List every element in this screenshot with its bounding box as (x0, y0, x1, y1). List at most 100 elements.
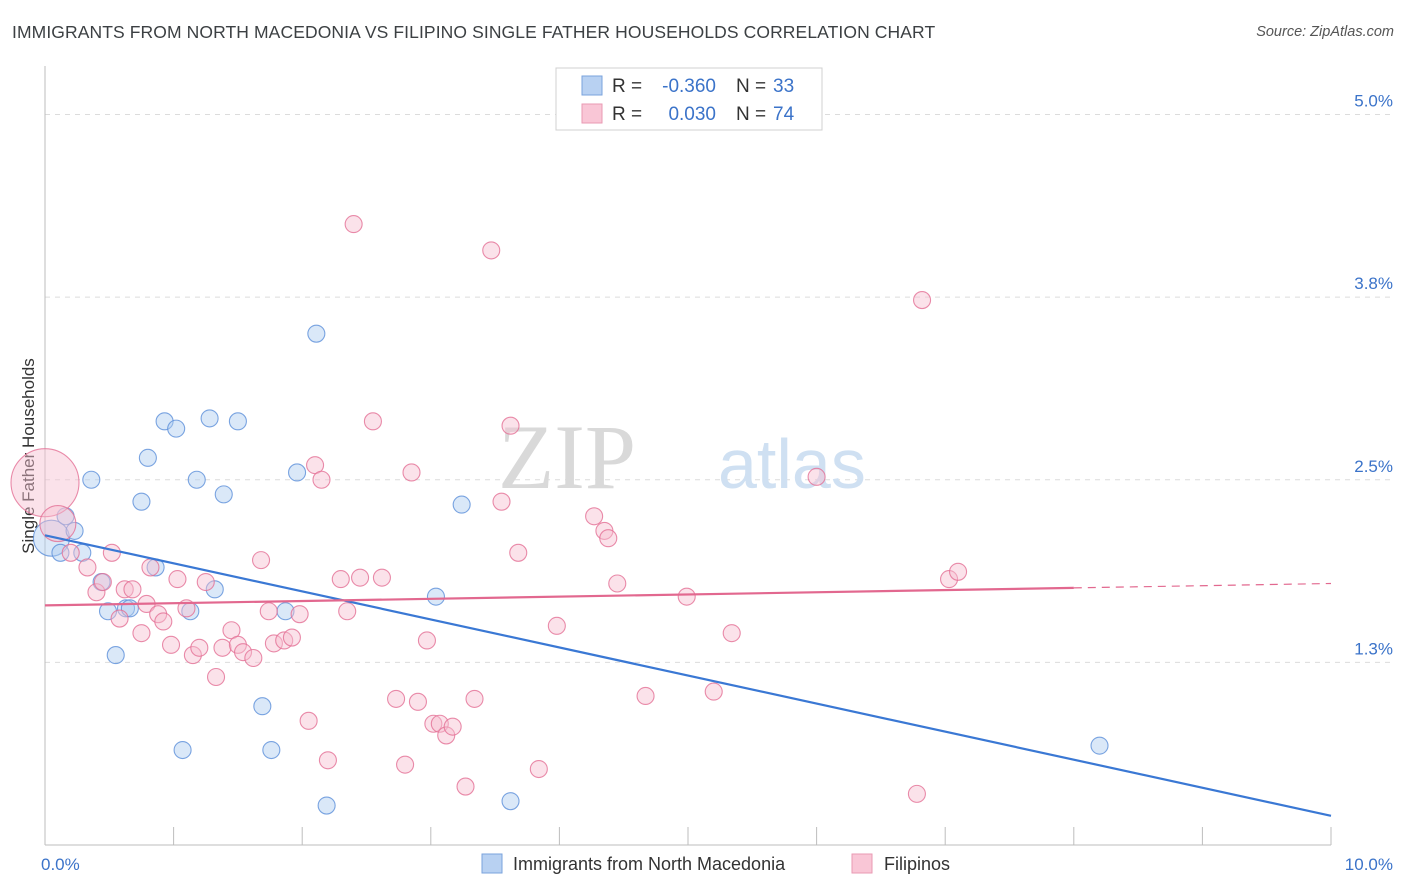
data-point (98, 602, 118, 621)
data-point (482, 241, 501, 260)
data-point (351, 568, 370, 587)
data-point (529, 759, 548, 779)
data-point (214, 485, 233, 504)
data-point (331, 570, 350, 589)
data-point (452, 495, 471, 514)
legend-swatch-pink (581, 103, 603, 124)
data-point (677, 587, 696, 606)
data-point (213, 638, 232, 657)
data-point (282, 628, 301, 647)
data-points (10, 215, 1109, 815)
data-point (190, 638, 209, 657)
data-point (456, 777, 475, 796)
legend-r-label-1: R = (612, 76, 642, 97)
data-point (318, 751, 337, 770)
data-point (154, 612, 173, 631)
data-point (253, 697, 272, 716)
data-point (599, 529, 618, 548)
trend-lines (44, 534, 1332, 817)
data-point (465, 689, 484, 708)
data-point (206, 667, 226, 687)
data-point (509, 543, 528, 562)
data-point (82, 470, 101, 489)
y-tick-label: 1.3% (1354, 639, 1393, 658)
data-point (141, 558, 160, 577)
series-legend-swatch-2 (851, 853, 873, 874)
data-point (338, 602, 357, 621)
axes (44, 66, 1332, 846)
legend-n-label-2: N = (736, 104, 766, 125)
data-point (299, 711, 318, 730)
data-point (87, 583, 106, 602)
data-point (344, 215, 363, 234)
data-point (115, 580, 134, 599)
trend-line-2 (44, 586, 1074, 607)
data-point (288, 463, 307, 482)
data-point (636, 686, 655, 706)
data-point (417, 631, 436, 650)
trend-line-1 (44, 534, 1332, 817)
data-point (608, 574, 627, 593)
x-tick-label: 0.0% (41, 855, 80, 874)
data-point (123, 580, 142, 599)
trend-line-2-extension (1073, 582, 1332, 589)
series-legend-swatch-1 (481, 853, 503, 874)
data-point (10, 448, 80, 518)
data-point (547, 616, 566, 635)
y-tick-label: 3.8% (1354, 274, 1393, 293)
data-point (907, 784, 926, 803)
data-point (106, 646, 125, 665)
data-point (61, 543, 80, 562)
data-point (402, 463, 421, 482)
data-point (408, 692, 427, 711)
data-point (949, 562, 968, 581)
watermark-zip: ZIP (498, 406, 636, 508)
data-point (290, 605, 309, 624)
data-point (424, 714, 443, 733)
data-point (196, 572, 215, 592)
data-point (913, 291, 932, 310)
data-point (722, 624, 741, 643)
data-point (228, 412, 247, 431)
data-point (312, 470, 331, 489)
legend-r-label-2: R = (612, 104, 642, 125)
data-point (492, 492, 511, 511)
data-point (251, 551, 271, 570)
tick-labels: 1.3% 2.5% 3.8% 5.0% 0.0% 10.0% (41, 92, 1393, 874)
grid-lines (45, 114, 1392, 663)
legend-n-value-1: 33 (773, 76, 794, 97)
data-point (807, 467, 826, 486)
data-point (168, 570, 187, 589)
watermark-atlas: atlas (718, 425, 866, 503)
y-axis-label: Single Father Households (19, 358, 38, 554)
data-point (1090, 736, 1109, 755)
data-point (501, 792, 520, 811)
data-point (93, 572, 112, 592)
data-point (501, 416, 520, 435)
data-point (363, 412, 382, 431)
data-point (244, 648, 263, 668)
y-tick-label: 5.0% (1354, 92, 1393, 111)
data-point (110, 609, 129, 628)
data-point (200, 409, 219, 428)
data-point (396, 755, 415, 774)
data-point (940, 570, 959, 589)
data-point (78, 558, 97, 577)
data-point (585, 507, 604, 526)
data-point (205, 580, 224, 599)
data-point (264, 634, 283, 653)
data-point (155, 412, 174, 431)
series-1-points (32, 324, 1109, 815)
data-point (161, 635, 181, 654)
data-point (183, 646, 202, 665)
series-legend: Immigrants from North Macedonia Filipino… (481, 853, 950, 874)
y-tick-label: 2.5% (1354, 457, 1393, 476)
data-point (102, 543, 121, 562)
source-credit: Source: ZipAtlas.com (1256, 24, 1394, 40)
data-point (259, 602, 278, 621)
data-point (138, 448, 157, 467)
data-point (233, 643, 253, 662)
data-point (307, 324, 326, 343)
legend-n-label-1: N = (736, 76, 766, 97)
data-point (187, 470, 206, 489)
